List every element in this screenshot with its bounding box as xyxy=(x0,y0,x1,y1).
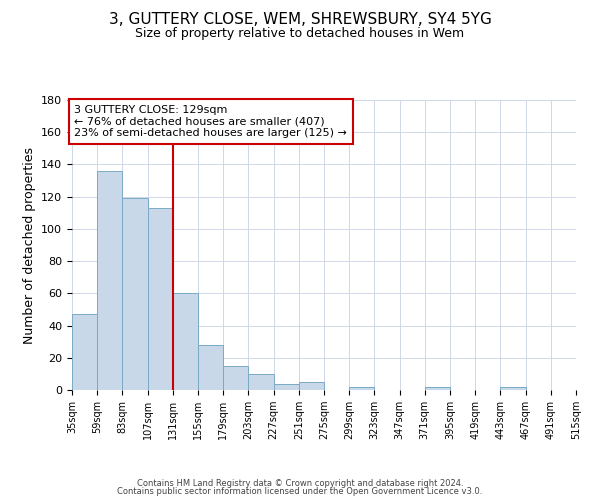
Bar xyxy=(223,366,248,390)
Bar xyxy=(97,171,122,390)
Bar xyxy=(500,387,526,390)
Text: Size of property relative to detached houses in Wem: Size of property relative to detached ho… xyxy=(136,28,464,40)
Bar xyxy=(148,208,173,390)
Bar xyxy=(299,382,324,390)
Text: 3 GUTTERY CLOSE: 129sqm
← 76% of detached houses are smaller (407)
23% of semi-d: 3 GUTTERY CLOSE: 129sqm ← 76% of detache… xyxy=(74,105,347,138)
Bar xyxy=(72,314,97,390)
Text: Contains HM Land Registry data © Crown copyright and database right 2024.: Contains HM Land Registry data © Crown c… xyxy=(137,478,463,488)
Text: Contains public sector information licensed under the Open Government Licence v3: Contains public sector information licen… xyxy=(118,487,482,496)
Text: 3, GUTTERY CLOSE, WEM, SHREWSBURY, SY4 5YG: 3, GUTTERY CLOSE, WEM, SHREWSBURY, SY4 5… xyxy=(109,12,491,28)
Bar xyxy=(274,384,299,390)
Bar xyxy=(198,345,223,390)
Bar xyxy=(425,387,450,390)
Bar xyxy=(576,387,600,390)
Y-axis label: Number of detached properties: Number of detached properties xyxy=(23,146,35,344)
Bar xyxy=(248,374,274,390)
Bar xyxy=(349,387,374,390)
Bar xyxy=(122,198,148,390)
Bar xyxy=(173,294,198,390)
